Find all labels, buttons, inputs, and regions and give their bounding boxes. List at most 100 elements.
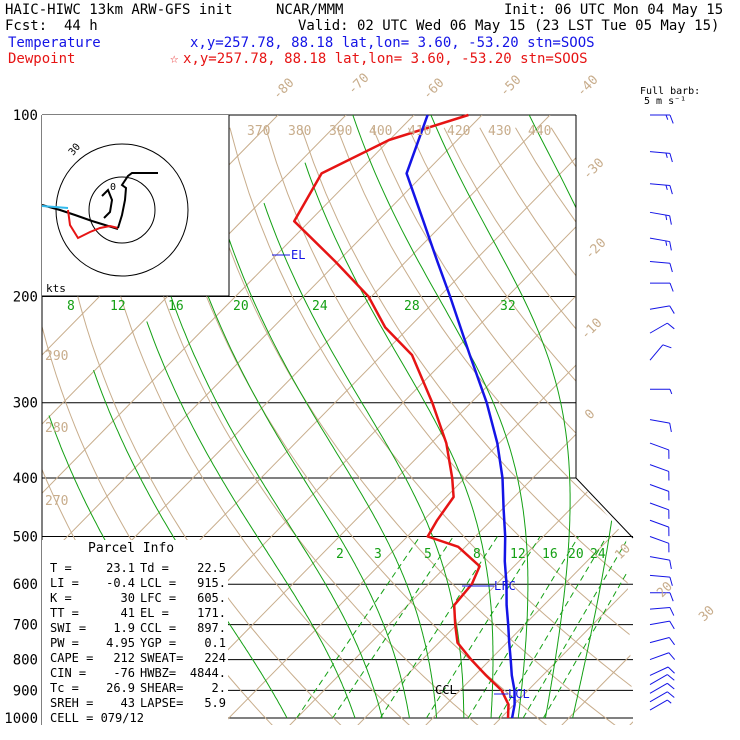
- parcel-info-cell: Tc =: [50, 681, 79, 695]
- pressure-label: 200: [13, 290, 38, 306]
- isotherm-label: -30: [580, 156, 607, 183]
- parcel-info-title: Parcel Info: [88, 541, 174, 556]
- mixing-ratio-label: 16: [168, 299, 184, 314]
- mixing-ratio-label: 2: [336, 547, 344, 562]
- parcel-info-cell: T =: [50, 561, 72, 575]
- parcel-info-cell: 4844.: [190, 666, 226, 680]
- moist-adiabat: [146, 321, 356, 719]
- moist-adiabat: [228, 237, 438, 719]
- wind-barbs: [649, 114, 676, 711]
- parcel-info-cell: 22.5: [197, 561, 226, 575]
- parcel-info-cell: TT =: [50, 606, 79, 620]
- wind-barb: [650, 114, 674, 124]
- pressure-label: 100: [13, 108, 38, 124]
- parcel-info-cell: HWBZ=: [140, 666, 176, 680]
- parcel-info-cell: CIN =: [50, 666, 86, 680]
- valid-time: Valid: 02 UTC Wed 06 May 15 (23 LST Tue …: [298, 18, 719, 34]
- wind-barb: [649, 442, 670, 459]
- hodograph: 30 0 kts: [41, 115, 230, 297]
- dry-adiabat: [479, 127, 633, 725]
- dewpoint-profile: [292, 113, 510, 719]
- mixing-ratio-line: [379, 536, 498, 719]
- theta-label: 410: [408, 124, 431, 139]
- parcel-info-cell: -0.4: [106, 576, 135, 590]
- parcel-info-cell: SHEAR=: [140, 681, 183, 695]
- dry-adiabat: [407, 127, 633, 725]
- parcel-info-cell: 212: [113, 651, 135, 665]
- isotherm-line: [695, 115, 740, 728]
- el-marker: EL: [272, 248, 305, 262]
- wind-barb: [649, 305, 675, 314]
- theta-label: 380: [288, 124, 311, 139]
- wind-barb: [650, 388, 673, 395]
- hodograph-trace-upper: [41, 205, 69, 209]
- moist-adiabat: [170, 296, 383, 719]
- wind-barb: [649, 502, 670, 519]
- wind-barb: [650, 282, 674, 292]
- mixing-ratio-label: 8: [473, 547, 481, 562]
- dry-adiabat: [622, 127, 633, 725]
- isotherm-label: -60: [420, 76, 447, 103]
- moist-adiabat: [352, 115, 529, 719]
- wind-barb: [649, 666, 675, 676]
- isotherm-line: [490, 115, 633, 725]
- wind-barb: [649, 652, 676, 661]
- pressure-label: 900: [13, 683, 38, 699]
- lfc-label: LFC: [494, 579, 516, 593]
- barb-key-title: Full barb:: [640, 86, 700, 97]
- hodograph-units: kts: [46, 282, 66, 295]
- parcel-info-cell: PW =: [50, 636, 79, 650]
- parcel-info-cell: CELL = 079/12: [50, 711, 144, 725]
- dry-adiabat: [730, 128, 740, 731]
- theta-label: 280: [45, 421, 68, 436]
- parcel-info-cell: 224: [204, 651, 226, 665]
- theta-label: 420: [447, 124, 470, 139]
- parcel-info-cell: LCL =: [140, 576, 176, 590]
- isotherm-line: [42, 115, 483, 725]
- wind-barb: [649, 261, 673, 273]
- parcel-info-cell: 41: [121, 606, 135, 620]
- lcl-marker: LCL: [494, 687, 530, 701]
- mixing-ratio-label: 24: [590, 547, 606, 562]
- dry-adiabat: [193, 127, 623, 725]
- theta-label: 390: [329, 124, 352, 139]
- mixing-ratio-line: [426, 536, 541, 719]
- mixing-ratio-label: 8: [67, 299, 75, 314]
- dry-adiabat: [336, 127, 633, 725]
- hodograph-inner-ring: [88, 176, 156, 244]
- theta-label: 270: [45, 494, 68, 509]
- parcel-info-cell: 2.: [212, 681, 226, 695]
- hodograph-trace-mid: [117, 172, 158, 229]
- wind-barb: [649, 464, 670, 481]
- parcel-info-cell: SWI =: [50, 621, 86, 635]
- isotherm-line: [218, 115, 633, 725]
- wind-barb: [649, 637, 675, 646]
- isotherm-label: -40: [574, 73, 601, 100]
- parcel-info-cell: 1.9: [113, 621, 135, 635]
- mixing-ratio-label: 28: [404, 299, 420, 314]
- dry-adiabat: [300, 127, 633, 725]
- lfc-marker: LFC: [462, 579, 516, 593]
- wind-barb: [649, 419, 672, 433]
- model-title: HAIC-HIWC 13km ARW-GFS init: [5, 2, 233, 18]
- parcel-info-cell: 171.: [197, 606, 226, 620]
- legend-dewpoint-info: x,y=257.78, 88.18 lat,lon= 3.60, -53.20 …: [183, 51, 588, 67]
- forecast-hour: 44 h: [64, 18, 98, 34]
- parcel-info-cell: 897.: [197, 621, 226, 635]
- mixing-ratio-label: 20: [568, 547, 584, 562]
- wind-barb: [649, 536, 670, 553]
- wind-barb: [649, 606, 675, 616]
- parcel-info-cell: SREH =: [50, 696, 93, 710]
- wind-barb: [649, 183, 673, 195]
- pressure-axis-labels: 100 200 300 400 500 600 700 800 900 1000: [4, 108, 38, 727]
- isotherm-label: -70: [345, 71, 372, 98]
- parcel-info-cell: 915.: [197, 576, 226, 590]
- isotherm-line: [626, 115, 633, 725]
- mixing-ratio-label: 12: [510, 547, 526, 562]
- legend-dewpoint-marker: ☆: [170, 51, 179, 67]
- temperature-profile: [405, 114, 516, 719]
- wind-barb: [649, 574, 673, 586]
- moist-adiabat: [430, 115, 571, 719]
